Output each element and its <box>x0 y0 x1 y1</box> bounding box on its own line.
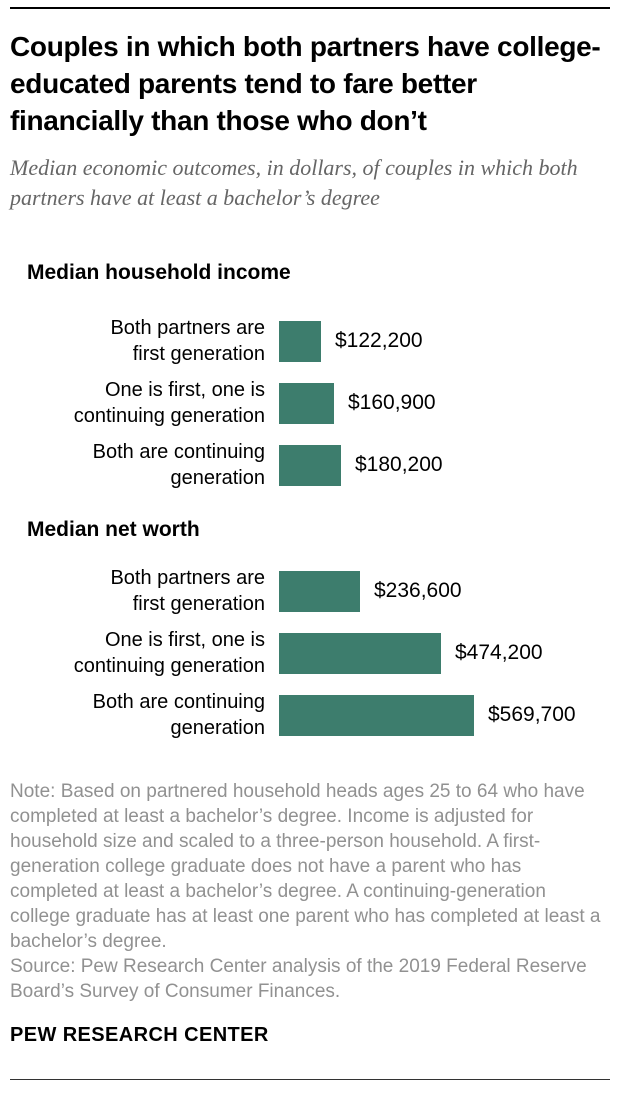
top-divider <box>10 7 610 9</box>
section-title-household-income: Median household income <box>27 261 291 284</box>
bar-row: Both partners are first generation $122,… <box>10 315 610 367</box>
bar <box>279 694 474 736</box>
bar-row: Both partners are first generation $236,… <box>10 565 610 617</box>
bar-row: Both are continuing generation $180,200 <box>10 439 610 491</box>
bar-value: $160,900 <box>348 391 436 414</box>
bar-value: $474,200 <box>455 641 543 664</box>
bar <box>279 632 441 674</box>
note-text: Note: Based on partnered household heads… <box>10 781 601 952</box>
bar-group-net-worth: Both partners are first generation $236,… <box>10 565 610 741</box>
bar <box>279 570 360 612</box>
source-text: Source: Pew Research Center analysis of … <box>10 956 587 1002</box>
page-title: Couples in which both partners have coll… <box>10 31 601 136</box>
bar-row: One is first, one is continuing generati… <box>10 627 610 679</box>
bar-row: One is first, one is continuing generati… <box>10 377 610 429</box>
pew-research-center-wordmark: PEW RESEARCH CENTER <box>10 1024 269 1046</box>
bar-group-household-income: Both partners are first generation $122,… <box>10 315 610 491</box>
bar-value: $236,600 <box>374 579 462 602</box>
bar <box>279 382 334 424</box>
section-title-net-worth: Median net worth <box>27 518 200 541</box>
bar-label: Both partners are first generation <box>110 567 265 615</box>
bar-value: $180,200 <box>355 453 443 476</box>
bar-label: Both are continuing generation <box>92 691 265 739</box>
bar-label: Both are continuing generation <box>92 441 265 489</box>
bar-label: One is first, one is continuing generati… <box>73 629 265 677</box>
bar-label: Both partners are first generation <box>110 317 265 365</box>
bottom-divider <box>10 1079 610 1080</box>
bar-label: One is first, one is continuing generati… <box>73 379 265 427</box>
chart-subtitle: Median economic outcomes, in dollars, of… <box>10 155 578 210</box>
bar <box>279 444 341 486</box>
bar <box>279 320 321 362</box>
bar-row: Both are continuing generation $569,700 <box>10 689 610 741</box>
bar-value: $569,700 <box>488 703 576 726</box>
infographic: Couples in which both partners have coll… <box>0 7 620 1080</box>
bar-value: $122,200 <box>335 329 423 352</box>
